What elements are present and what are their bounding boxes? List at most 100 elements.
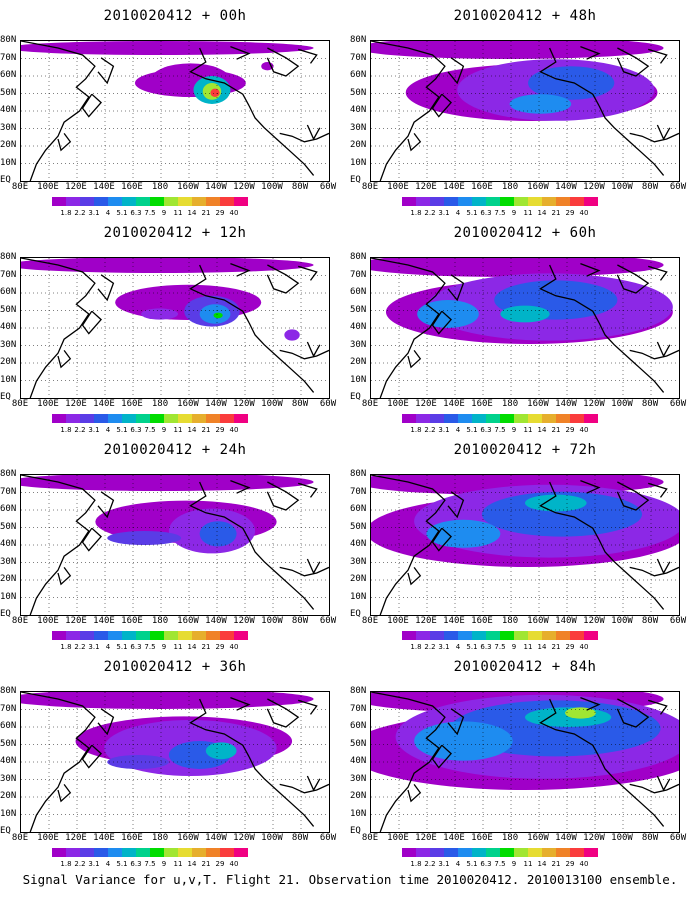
- colorbar-swatch: [150, 631, 164, 640]
- colorbar-tick-label: 21: [201, 426, 211, 434]
- colorbar-swatch: [584, 197, 598, 206]
- colorbar-tick-label: 6.3: [130, 643, 142, 651]
- variance-contour-region: [371, 258, 664, 277]
- longitude-tick-label: 140W: [555, 833, 577, 843]
- longitude-tick-label: 140E: [93, 399, 115, 409]
- longitude-tick-label: 60W: [669, 399, 687, 409]
- latitude-tick-label: 10N: [350, 591, 367, 602]
- colorbar-swatch: [500, 848, 514, 857]
- coastline: [371, 41, 446, 181]
- colorbar-swatch: [192, 631, 206, 640]
- coastline: [248, 539, 315, 610]
- longitude-tick-label: 80W: [291, 182, 309, 192]
- colorbar-tick-label: 1.8: [60, 643, 72, 651]
- colorbar-tick-label: 21: [551, 643, 561, 651]
- colorbar-swatch: [80, 848, 94, 857]
- latitude-tick-label: EQ: [350, 609, 361, 619]
- longitude-tick-label: 60W: [319, 616, 337, 626]
- latitude-tick-label: 40N: [350, 105, 367, 115]
- longitude-tick-label: 120E: [415, 833, 437, 843]
- longitude-tick-label: 160W: [177, 182, 199, 192]
- colorbar-tick-label: 3.1: [88, 860, 100, 868]
- colorbar-tick-label: 11: [173, 860, 183, 868]
- longitude-tick-label: 160E: [121, 616, 143, 626]
- latitude-axis: 80N 70N 60N 50N 40N 30N 20N 10N EQ: [350, 35, 370, 185]
- colorbar-tick-label: 7.5: [494, 426, 506, 434]
- colorbar-tick-label: 9: [511, 426, 517, 434]
- longitude-tick-label: 80W: [641, 616, 659, 626]
- coastline: [298, 265, 318, 281]
- colorbar-swatch: [486, 414, 500, 423]
- colorbar-swatch: [458, 197, 472, 206]
- latitude-tick-label: 80N: [0, 469, 17, 479]
- colorbar-tick-label: 1.8: [410, 426, 422, 434]
- longitude-axis: 80E 100E 120E 140E 160E 180 160W 140W 120W 100W 80…: [12, 833, 336, 845]
- coastline: [648, 699, 668, 715]
- colorbar-swatch: [416, 848, 430, 857]
- longitude-tick-label: 60W: [319, 833, 337, 843]
- latitude-tick-label: 70N: [350, 703, 367, 714]
- longitude-tick-label: 180: [501, 399, 519, 409]
- longitude-tick-label: 60W: [319, 182, 337, 192]
- colorbar-swatch: [542, 848, 556, 857]
- coastline: [298, 482, 318, 498]
- latitude-tick-label: 80N: [0, 686, 17, 696]
- coastlines: [21, 475, 329, 615]
- longitude-tick-label: 80E: [361, 616, 379, 626]
- coastline: [266, 481, 300, 511]
- longitude-tick-label: 140W: [205, 182, 227, 192]
- longitude-tick-label: 120W: [233, 833, 255, 843]
- colorbar-swatch: [528, 848, 542, 857]
- colorbar-swatch: [94, 848, 108, 857]
- colorbar-swatch: [206, 414, 220, 423]
- panel-title: 2010020412 + 48h: [453, 8, 597, 24]
- latitude-axis: 80N 70N 60N 50N 40N 30N 20N 10N EQ: [350, 686, 370, 836]
- colorbar-swatch: [514, 197, 528, 206]
- variance-contour-region: [213, 312, 223, 319]
- coastline: [648, 265, 668, 281]
- latitude-tick-label: 20N: [0, 574, 17, 584]
- colorbar-swatch: [234, 848, 248, 857]
- coastline: [21, 41, 96, 181]
- colorbar-tick-label: 11: [523, 643, 533, 651]
- colorbar-swatch: [80, 414, 94, 423]
- colorbar-tick-label: 21: [551, 426, 561, 434]
- coastlines: [371, 258, 679, 398]
- longitude-tick-label: 100E: [37, 182, 59, 192]
- longitude-tick-label: 100W: [611, 399, 633, 409]
- colorbar-tick-label: 5.1: [116, 643, 128, 651]
- latitude-tick-label: 40N: [350, 322, 367, 332]
- colorbar-tick-label: 7.5: [144, 643, 156, 651]
- colorbar-tick-label: 3.1: [88, 643, 100, 651]
- colorbar-legend: 1.8 2.2 3.1 4 5.1 6.3 7.5 9 11 14 21 29 40: [52, 197, 318, 221]
- coastline: [189, 47, 250, 106]
- longitude-tick-label: 100W: [261, 616, 283, 626]
- colorbar-swatch: [52, 631, 66, 640]
- longitude-axis: 80E 100E 120E 140E 160E 180 160W 140W 120W 100W 80…: [12, 399, 336, 411]
- longitude-tick-label: 160E: [471, 616, 493, 626]
- latitude-tick-label: 70N: [0, 52, 17, 63]
- colorbar-swatch: [570, 414, 584, 423]
- colorbar-tick-label: 14: [187, 426, 197, 434]
- variance-contour-region: [509, 94, 572, 114]
- coastline: [431, 527, 453, 552]
- variance-contour-region: [21, 475, 314, 491]
- coastline: [629, 132, 679, 143]
- coastline: [81, 93, 103, 118]
- coastline: [230, 696, 251, 711]
- panel-title: 2010020412 + 60h: [453, 225, 597, 241]
- latitude-tick-label: 80N: [350, 252, 367, 262]
- coastline: [189, 264, 250, 323]
- colorbar-swatch: [122, 631, 136, 640]
- colorbar-tick-label: 5.1: [466, 643, 478, 651]
- colorbar-tick-label: 6.3: [130, 860, 142, 868]
- coastline: [97, 708, 115, 736]
- latitude-tick-label: 70N: [350, 269, 367, 280]
- longitude-tick-label: 160E: [471, 833, 493, 843]
- coastline: [616, 47, 650, 77]
- coastline: [230, 45, 251, 60]
- longitude-tick-label: 100E: [37, 399, 59, 409]
- colorbar-swatch: [122, 414, 136, 423]
- colorbar-tick-label: 7.5: [494, 209, 506, 217]
- longitude-tick-label: 180: [151, 182, 169, 192]
